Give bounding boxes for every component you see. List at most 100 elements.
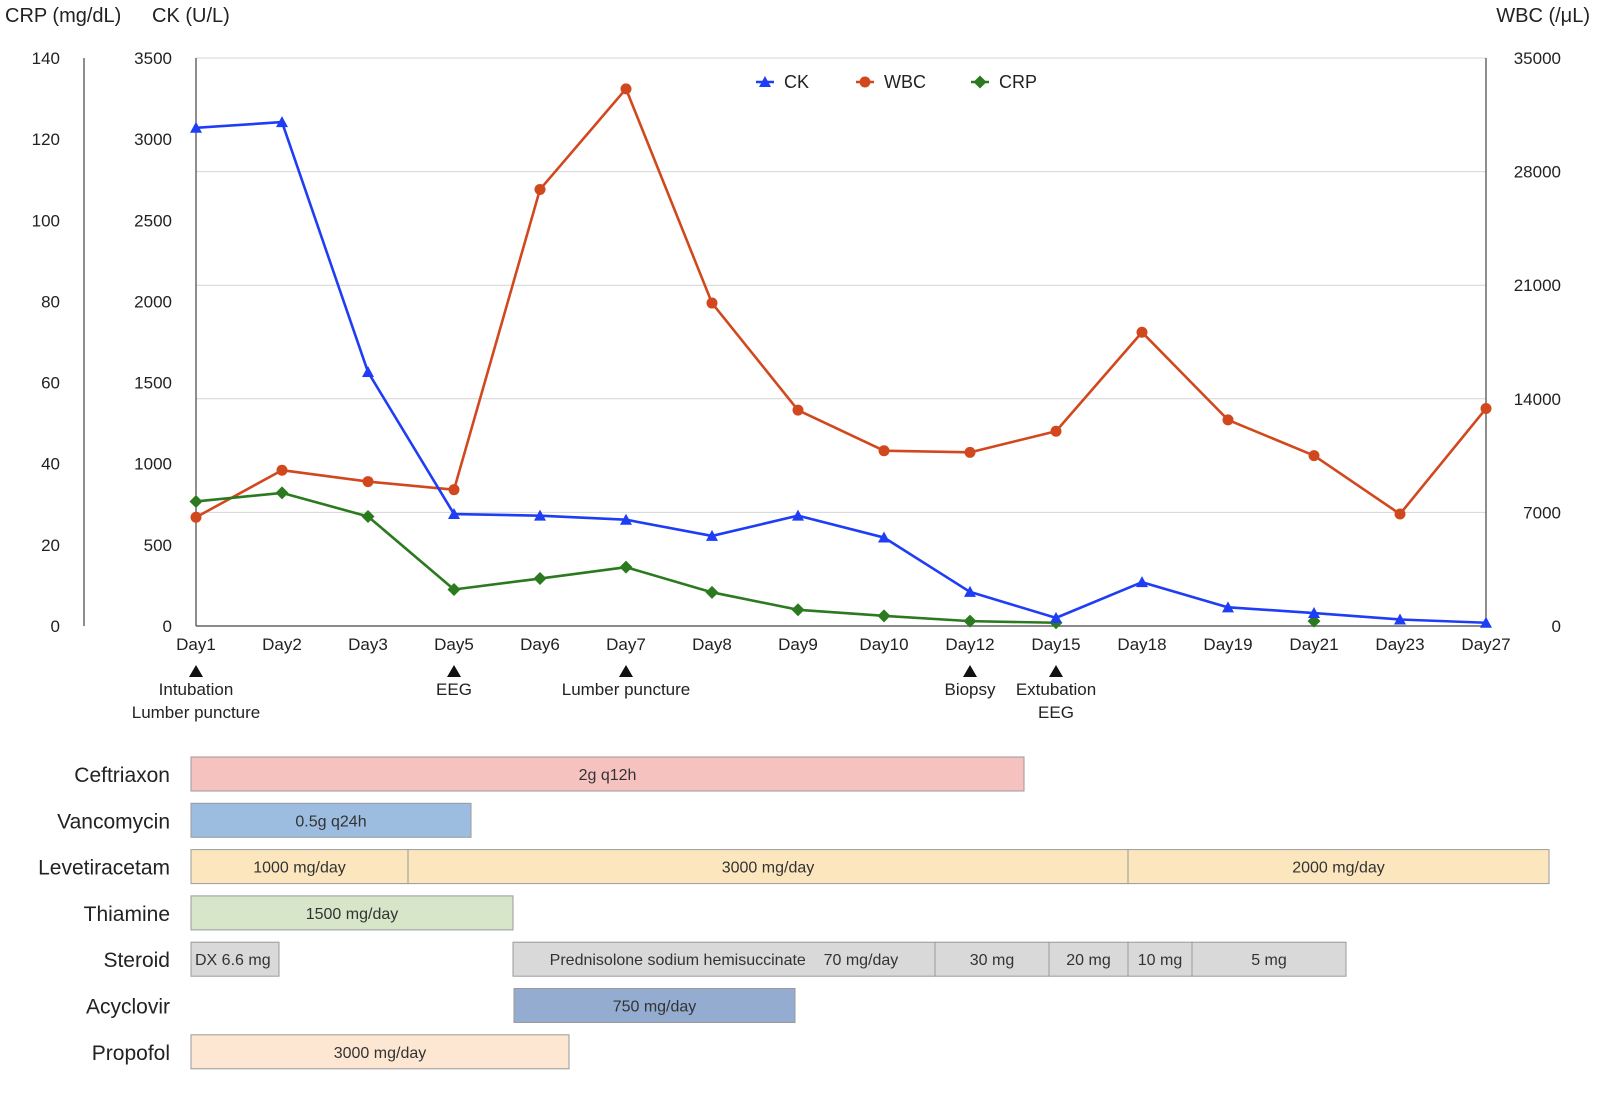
crp-tick-label: 40 xyxy=(41,455,60,474)
point-ck xyxy=(878,531,890,543)
wbc-tick-label: 14000 xyxy=(1514,390,1561,409)
point-ck xyxy=(534,509,546,521)
point-crp xyxy=(189,494,203,508)
treatment-dose-label: 2g q12h xyxy=(579,767,637,784)
crp-tick-label: 80 xyxy=(41,292,60,311)
day-tick-label: Day8 xyxy=(692,635,732,654)
treatment-bar xyxy=(1127,849,1550,885)
event-triangle-icon xyxy=(189,665,203,677)
gridlines xyxy=(196,57,1486,513)
point-ck xyxy=(362,366,374,378)
day-tick-label: Day18 xyxy=(1117,635,1166,654)
point-ck xyxy=(190,121,202,133)
legend-item-ck: CK xyxy=(756,72,809,92)
treatment-bar xyxy=(190,1034,570,1070)
point-crp xyxy=(361,509,375,523)
event-label: Intubation xyxy=(159,680,234,699)
drug-name: Vancomycin xyxy=(57,810,170,833)
point-wbc xyxy=(276,464,288,476)
point-crp xyxy=(963,614,977,628)
day-tick-label: Day23 xyxy=(1375,635,1424,654)
ck-tick-label: 1000 xyxy=(134,455,172,474)
event-label: EEG xyxy=(436,680,472,699)
point-crp xyxy=(877,609,891,623)
point-wbc xyxy=(1136,326,1148,338)
point-wbc xyxy=(1480,403,1492,415)
ck-tick-label: 500 xyxy=(144,536,172,555)
point-ck xyxy=(792,509,804,521)
point-wbc xyxy=(1394,508,1406,520)
point-ck xyxy=(620,513,632,525)
drug-name: Thiamine xyxy=(84,903,170,926)
treatment-row-thiamine: Thiamine 1500 mg/day xyxy=(84,895,514,931)
event-label: Biopsy xyxy=(944,680,996,699)
treatment-bar xyxy=(190,895,514,931)
day-tick-label: Day27 xyxy=(1461,635,1510,654)
treatment-bar xyxy=(190,941,280,977)
point-crp xyxy=(705,585,719,599)
treatment-timeline: Ceftriaxon 2g q12h Vancomycin 0.5g q24h Leve… xyxy=(38,756,1550,1070)
day-tick-label: Day2 xyxy=(262,635,302,654)
point-wbc xyxy=(620,83,632,95)
point-crp xyxy=(533,572,547,586)
treatment-dose-label: DX 6.6 mg xyxy=(195,952,271,969)
point-wbc xyxy=(878,445,890,457)
event-label: Lumber puncture xyxy=(132,703,261,722)
treatment-dose-label: 3000 mg/day xyxy=(722,860,815,877)
treatment-bar xyxy=(190,802,472,838)
event-label: Lumber puncture xyxy=(562,680,691,699)
point-wbc xyxy=(1050,425,1062,437)
point-ck xyxy=(1308,607,1320,619)
day-tick-label: Day21 xyxy=(1289,635,1338,654)
point-ck xyxy=(1136,576,1148,588)
drug-name: Steroid xyxy=(103,949,170,972)
series xyxy=(189,83,1492,630)
day-tick-label: Day1 xyxy=(176,635,216,654)
crp-tick-label: 120 xyxy=(32,130,60,149)
point-wbc xyxy=(964,446,976,458)
treatment-row-steroid: Steroid DX 6.6 mg Prednisolone sodium hemi… xyxy=(103,941,1347,977)
drug-name: Acyclovir xyxy=(86,996,170,1019)
point-wbc xyxy=(792,404,804,416)
treatment-dose-label: 1500 mg/day xyxy=(306,906,399,923)
treatment-dose-label: 20 mg xyxy=(1066,952,1110,969)
treatment-dose-label: 0.5g q24h xyxy=(295,813,366,830)
ck-tick-label: 3000 xyxy=(134,130,172,149)
treatment-dose-label: 750 mg/day xyxy=(613,999,697,1016)
ck-tick-label: 0 xyxy=(163,617,172,636)
drug-name: Propofol xyxy=(92,1042,170,1065)
day-tick-label: Day9 xyxy=(778,635,818,654)
day-tick-label: Day15 xyxy=(1031,635,1080,654)
treatment-dose-label: 30 mg xyxy=(970,952,1014,969)
day-tick-label: Day19 xyxy=(1203,635,1252,654)
point-ck xyxy=(1394,613,1406,625)
legend: CK WBC CRP xyxy=(756,72,1037,92)
event-triangle-icon xyxy=(963,665,977,677)
treatment-dose-label: 3000 mg/day xyxy=(334,1045,427,1062)
point-wbc xyxy=(448,484,460,496)
treatment-row-ceftriaxon: Ceftriaxon 2g q12h xyxy=(74,756,1025,792)
point-ck xyxy=(1480,616,1492,628)
crp-tick-label: 20 xyxy=(41,536,60,555)
event-triangle-icon xyxy=(1049,665,1063,677)
treatment-row-propofol: Propofol 3000 mg/day xyxy=(92,1034,570,1070)
treatment-bar xyxy=(1191,941,1347,977)
day-tick-label: Day12 xyxy=(945,635,994,654)
point-crp xyxy=(447,582,461,596)
treatment-bar xyxy=(513,988,796,1023)
event-triangle-icon xyxy=(619,665,633,677)
series-line-ck xyxy=(195,120,1487,625)
day-tick-label: Day7 xyxy=(606,635,646,654)
point-crp xyxy=(791,603,805,617)
point-ck xyxy=(964,585,976,597)
day-tick-label: Day6 xyxy=(520,635,560,654)
crp-axis-title: CRP (mg/dL) xyxy=(5,5,121,27)
wbc-tick-label: 7000 xyxy=(1523,503,1561,522)
treatment-bar xyxy=(407,849,1129,885)
legend-label: WBC xyxy=(884,72,926,92)
axes: CRP (mg/dL) CK (U/L) WBC (/μL) 0 20 40 60 80… xyxy=(5,5,1590,654)
ck-tick-label: 2500 xyxy=(134,211,172,230)
series-line-wbc xyxy=(195,87,1488,519)
series-wbc xyxy=(190,83,1492,523)
point-ck xyxy=(1050,611,1062,623)
